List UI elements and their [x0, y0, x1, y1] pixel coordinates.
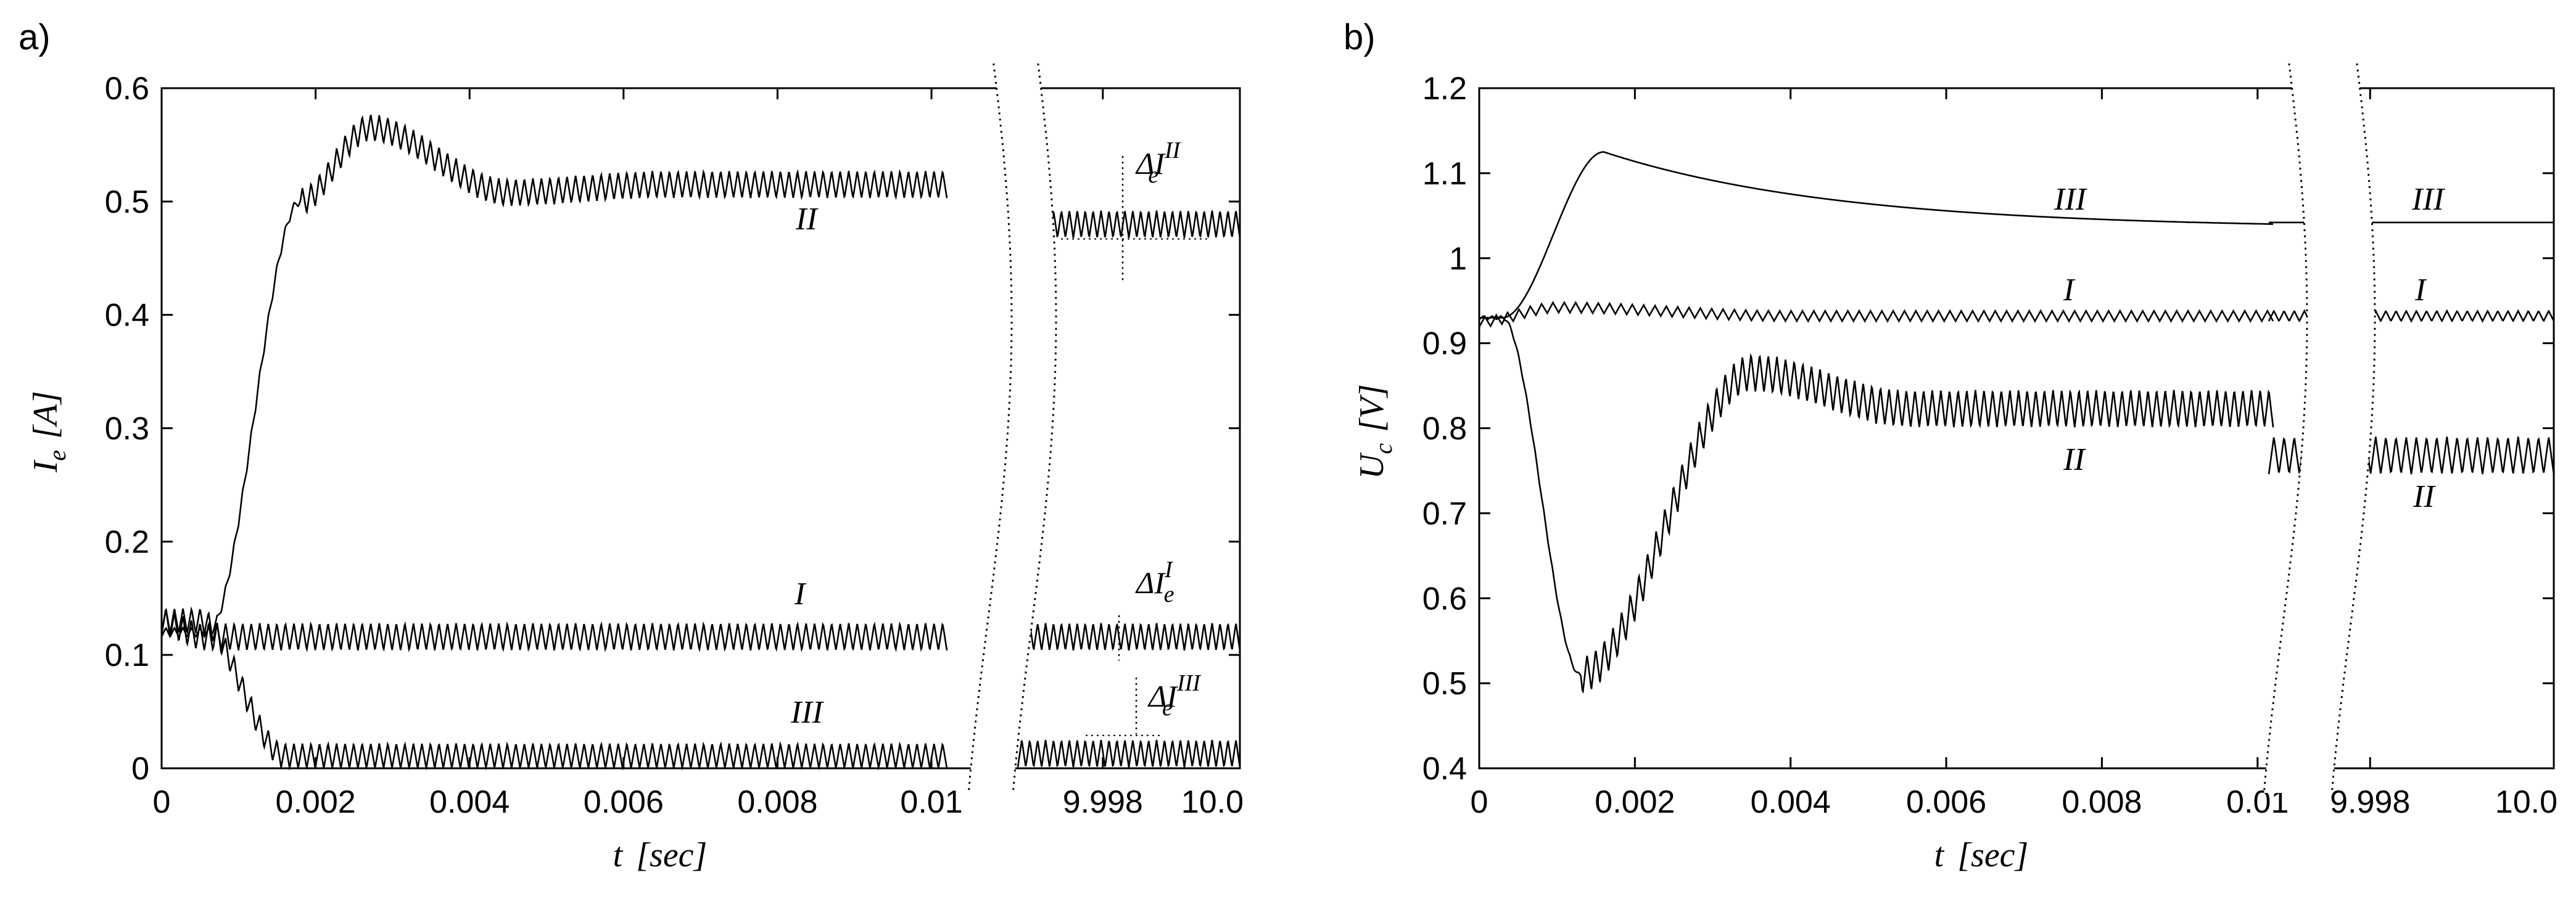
series-line-late-III	[1017, 739, 1241, 768]
y-tick-label: 1.1	[1422, 156, 1467, 192]
panel-a-axis-break	[967, 63, 1057, 794]
panel-b-curve-label-III: III	[2054, 182, 2088, 217]
y-tick-label: 1	[1449, 241, 1467, 277]
panel-b-curve-label-II-late: II	[2413, 479, 2436, 514]
y-tick-label: 0.6	[1422, 581, 1467, 617]
axis-break-line-left	[2263, 63, 2308, 794]
x-tick-label: 0.004	[1751, 784, 1831, 820]
panel-b-curve-label-I: I	[2063, 273, 2076, 308]
x-tick-label: 0.008	[2062, 784, 2142, 820]
y-tick-label: 1.2	[1422, 71, 1467, 107]
panel-b: b) 0.4 0.5 0.6 0.7 0.8 0.9 1 1.1 1.2 0 0.002 0.004…	[1344, 17, 2557, 874]
panel-a-curve-label-I: I	[794, 577, 807, 612]
panel-b-plot-frame	[1478, 87, 2555, 770]
x-tick-label: 0	[153, 784, 171, 820]
x-tick-label: 0.004	[429, 784, 510, 820]
series-line-I	[160, 609, 948, 652]
x-tick-label: 0.006	[584, 784, 664, 820]
panel-b-y-ticks: 0.4 0.5 0.6 0.7 0.8 0.9 1 1.1 1.2	[1422, 71, 2554, 787]
y-tick-label: 0.8	[1422, 411, 1467, 447]
x-tick-label: 9.998	[1063, 784, 1143, 820]
x-tick-label: 9.998	[2330, 784, 2410, 820]
panel-a-x-axis-title: t [sec]	[613, 836, 708, 874]
panel-b-curve-label-III-late: III	[2411, 182, 2446, 217]
x-tick-label: 0	[1471, 784, 1488, 820]
series-line-I	[1478, 300, 2274, 328]
panel-b-curve-label-I-late: I	[2414, 273, 2427, 308]
panel-a-annotations	[1061, 156, 1209, 736]
y-tick-label: 0.5	[1422, 666, 1467, 702]
panel-b-x-ticks: 0 0.002 0.004 0.006 0.008 0.01 9.998 10.0	[1471, 88, 2557, 820]
panel-a: a) 00.10.20.30.40.50.6 0 0.002 0.004 0.006 0…	[19, 17, 1244, 874]
series-line-late-II	[1017, 210, 1241, 238]
y-tick-label: 0.7	[1422, 496, 1467, 532]
series-line-III	[1479, 151, 2273, 319]
panel-a-label: a)	[19, 17, 51, 57]
y-tick-label: 0.2	[105, 524, 149, 560]
panel-a-curve-label-II: II	[795, 202, 819, 237]
y-tick-label: 0.4	[105, 298, 149, 334]
y-tick-label: 0.6	[105, 71, 149, 107]
x-tick-label: 0.008	[737, 784, 817, 820]
y-tick-label: 0.4	[1422, 751, 1467, 787]
panel-a-annotation-delta-II: ΔIII e	[1135, 138, 1182, 188]
series-line-late-I	[1017, 623, 1241, 651]
panel-b-series	[1478, 151, 2555, 694]
panel-a-series	[160, 115, 1241, 771]
axis-break-band	[968, 64, 1056, 793]
series-line-III	[160, 606, 948, 771]
panel-a-y-axis-title: Ie[A]	[27, 391, 71, 473]
panel-b-label: b)	[1344, 17, 1376, 57]
panel-b-x-axis-title: t [sec]	[1934, 836, 2029, 874]
panel-a-y-ticks: 0 0.1 0.2 0.3 0.4 0.5 0.6	[105, 71, 1240, 787]
x-tick-label: 10.0	[2495, 784, 2557, 820]
axis-break-line-right	[2330, 63, 2376, 794]
panel-a-annotation-delta-III: ΔIIII e	[1147, 670, 1202, 721]
series-line-II	[1479, 314, 2274, 694]
panel-b-y-axis-title: Uc[V]	[1353, 384, 1397, 479]
x-tick-label: 10.0	[1181, 784, 1244, 820]
y-tick-label: 0.1	[105, 638, 149, 673]
y-tick-label: 0.9	[1422, 326, 1467, 362]
panel-a-annotation-delta-I: ΔII e	[1135, 557, 1174, 607]
axis-break-band	[2264, 64, 2375, 793]
panel-a-x-ticks: 0 0.002 0.004 0.006 0.008 0.01 9.998 10.0	[153, 88, 1244, 820]
axis-break-line-right	[1012, 63, 1057, 794]
x-tick-label: 0.006	[1906, 784, 1986, 820]
y-tick-label: 0.3	[105, 411, 149, 447]
panel-b-curve-label-II: II	[2063, 442, 2086, 477]
series-line-II	[160, 115, 948, 639]
x-tick-label: 0.01	[900, 784, 962, 820]
panel-b-axis-break	[2263, 63, 2376, 794]
axis-break-line-left	[967, 63, 1013, 794]
x-tick-label: 0.002	[1595, 784, 1675, 820]
panel-a-curve-label-III: III	[790, 695, 825, 730]
y-tick-label: 0.5	[105, 184, 149, 220]
x-tick-label: 0.002	[276, 784, 356, 820]
y-tick-label: 0	[131, 751, 149, 787]
